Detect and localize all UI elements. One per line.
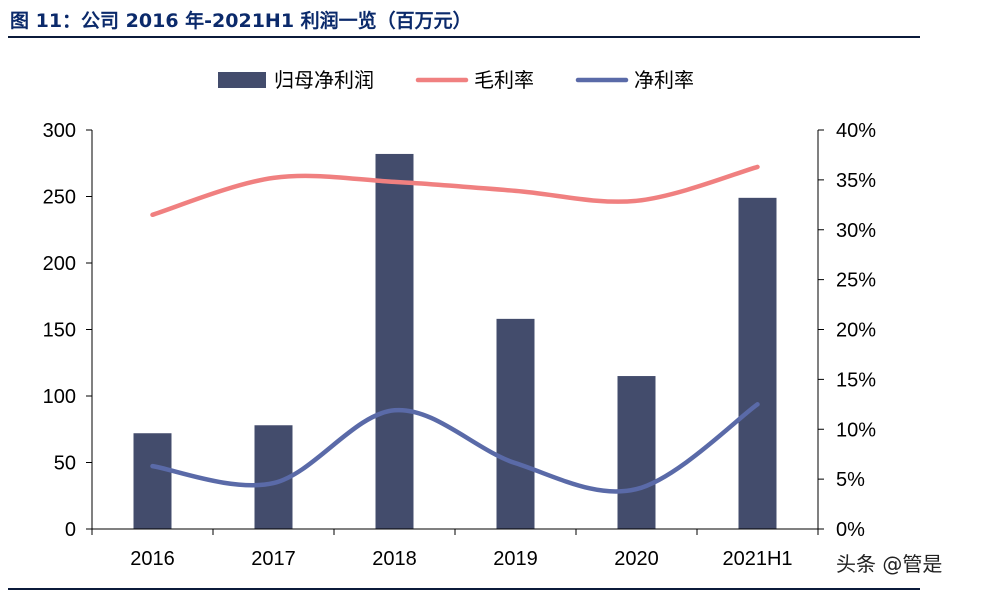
y-right-tick-label: 35%: [836, 170, 876, 192]
y-left-tick-label: 300: [43, 120, 76, 142]
line-net-margin: [150, 402, 760, 494]
y-left-tick-label: 0: [65, 519, 76, 541]
y-left-tick-label: 200: [43, 253, 76, 275]
legend-label: 净利率: [634, 68, 694, 92]
x-tick-label: 2019: [493, 548, 538, 570]
y-left-tick-label: 150: [43, 320, 76, 342]
bar: [133, 433, 172, 529]
axes: 0 50 100 150 200 250 300 0% 5% 10% 15% 20% 25% 30% 35%…: [43, 120, 877, 570]
bar: [617, 376, 656, 529]
x-tick-label: 2021H1: [722, 548, 792, 570]
x-tick-label: 2018: [372, 548, 417, 570]
bar: [738, 197, 777, 529]
legend-swatch-bar: [218, 72, 266, 88]
x-tick-label: 2017: [251, 548, 296, 570]
y-right-tick-label: 25%: [836, 270, 876, 292]
y-left-tick-label: 250: [43, 187, 76, 209]
bar-series: [133, 153, 777, 529]
y-right-tick-label: 30%: [836, 220, 876, 242]
y-right-tick-label: 5%: [836, 469, 865, 491]
title-divider: [8, 36, 920, 38]
chart-title: 图 11：公司 2016 年-2021H1 利润一览（百万元）: [10, 10, 472, 32]
line-gross-margin: [150, 164, 760, 218]
line-series: [150, 164, 760, 494]
y-right-tick-label: 20%: [836, 320, 876, 342]
x-tick-label: 2020: [614, 548, 659, 570]
watermark: 头条 @管是: [836, 552, 943, 576]
legend-label: 毛利率: [474, 68, 534, 92]
bar: [375, 153, 414, 529]
y-left-tick-label: 100: [43, 386, 76, 408]
y-right-tick-label: 0%: [836, 519, 865, 541]
bottom-divider: [8, 588, 920, 590]
y-right-tick-label: 40%: [836, 120, 876, 142]
y-right-tick-label: 15%: [836, 369, 876, 391]
legend-label: 归母净利润: [274, 68, 374, 92]
x-tick-label: 2016: [130, 548, 175, 570]
y-right-tick-label: 10%: [836, 419, 876, 441]
y-left-tick-label: 50: [54, 453, 76, 475]
bar: [496, 318, 535, 529]
legend: 归母净利润 毛利率 净利率: [218, 68, 694, 92]
